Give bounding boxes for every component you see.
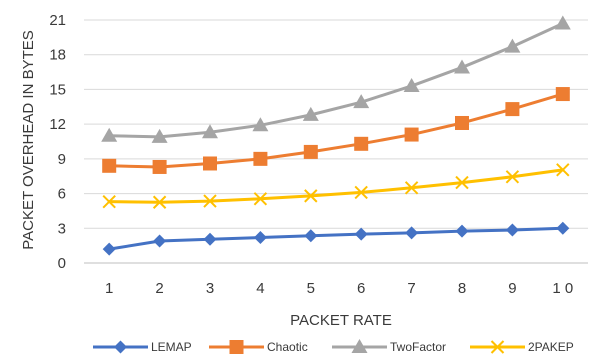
data-point-2pakep-stroke [102, 194, 116, 209]
legend-label-lemap: LEMAP [151, 340, 192, 354]
legend-marker-chaotic [229, 340, 244, 354]
series-lemap [102, 221, 570, 256]
data-point-2pakep-stroke [404, 181, 419, 195]
series-line-chaotic [107, 92, 565, 169]
data-point-twofactor [252, 117, 269, 132]
data-point-chaotic [404, 127, 419, 142]
data-point-lemap [556, 221, 570, 235]
data-point-lemap [455, 224, 469, 238]
data-point-lemap [203, 232, 217, 246]
y-tick-label: 21 [49, 12, 66, 29]
data-point-lemap [102, 242, 116, 256]
data-point-lemap [505, 223, 519, 237]
data-point-2pakep [455, 175, 469, 190]
data-point-2pakep [152, 195, 167, 209]
series-twofactor [101, 15, 571, 143]
data-point-twofactor [302, 106, 319, 121]
legend-marker-lemap [114, 340, 127, 354]
data-point-2pakep [304, 189, 318, 203]
data-point-chaotic [203, 156, 217, 171]
series-group [101, 15, 571, 256]
data-point-chaotic [505, 102, 520, 117]
gridlines [84, 19, 588, 229]
legend-item-lemap: LEMAP [93, 340, 192, 354]
data-point-chaotic [303, 144, 318, 159]
legend-label-2pakep: 2PAKEP [528, 340, 574, 354]
data-point-twofactor [101, 127, 118, 142]
data-point-2pakep [354, 185, 368, 200]
data-point-twofactor [202, 124, 218, 139]
data-point-twofactor [403, 77, 420, 92]
data-point-2pakep [102, 194, 116, 209]
legend-item-twofactor: TwoFactor [332, 339, 446, 354]
data-point-2pakep [253, 192, 268, 206]
data-point-2pakep [505, 170, 520, 184]
x-tick-label: 6 [357, 280, 365, 297]
data-point-2pakep-stroke [354, 185, 368, 200]
legend-label-twofactor: TwoFactor [390, 340, 446, 354]
data-point-chaotic [102, 158, 117, 173]
data-point-2pakep-stroke [556, 163, 570, 177]
data-point-2pakep [556, 163, 570, 177]
y-tick-label: 15 [49, 81, 66, 98]
data-point-2pakep [404, 181, 419, 195]
data-point-2pakep [203, 194, 217, 208]
data-point-lemap [405, 226, 419, 240]
y-tick-label: 12 [49, 116, 66, 133]
data-point-chaotic [253, 151, 268, 166]
data-point-2pakep-stroke [253, 192, 268, 206]
x-tick-label: 9 [508, 280, 516, 297]
y-tick-label: 18 [49, 47, 66, 64]
series-chaotic [102, 87, 570, 174]
x-tick-label: 1 [105, 280, 113, 297]
data-point-chaotic [455, 115, 469, 130]
data-point-twofactor [353, 94, 370, 109]
x-tick-label: 1 0 [552, 280, 573, 297]
data-point-2pakep-stroke [152, 195, 167, 209]
y-tick-label: 0 [58, 255, 66, 272]
legend-marker-2pakep [490, 340, 505, 354]
data-point-twofactor [151, 128, 168, 143]
legend-item-chaotic: Chaotic [209, 340, 308, 354]
series-line-twofactor [107, 21, 565, 139]
data-point-lemap [153, 234, 167, 248]
data-point-lemap [354, 227, 368, 241]
x-tick-label: 8 [458, 280, 466, 297]
x-tick-label: 2 [155, 280, 163, 297]
series-2pakep [102, 163, 570, 209]
data-point-chaotic [354, 136, 369, 151]
legend: LEMAP Chaotic TwoFactor 2PAKEP [93, 339, 574, 354]
legend-marker-2pakep-stroke [490, 340, 505, 354]
data-point-chaotic [555, 87, 570, 102]
data-point-2pakep-stroke [505, 170, 520, 184]
x-tick-label: 7 [407, 280, 415, 297]
x-tick-label: 3 [206, 280, 214, 297]
legend-marker-twofactor [351, 339, 368, 353]
y-tick-label: 9 [58, 151, 66, 168]
data-point-lemap [304, 229, 318, 243]
y-axis-title: PACKET OVERHEAD IN BYTES [20, 30, 37, 250]
data-point-2pakep-stroke [304, 189, 318, 203]
x-tick-label: 4 [256, 280, 264, 297]
y-tick-label: 6 [58, 186, 66, 203]
series-line-lemap [107, 226, 565, 251]
x-axis-title: PACKET RATE [290, 312, 392, 329]
data-point-twofactor [504, 38, 521, 53]
data-point-chaotic [152, 159, 167, 174]
data-point-2pakep-stroke [203, 194, 217, 208]
data-point-twofactor [554, 15, 571, 30]
data-point-lemap [253, 231, 267, 245]
x-tick-label: 5 [307, 280, 315, 297]
data-point-2pakep-stroke [455, 175, 469, 190]
legend-item-2pakep: 2PAKEP [470, 340, 574, 354]
data-point-twofactor [454, 59, 470, 74]
legend-label-chaotic: Chaotic [267, 340, 308, 354]
series-line-2pakep [107, 168, 565, 204]
y-tick-label: 3 [58, 220, 66, 237]
